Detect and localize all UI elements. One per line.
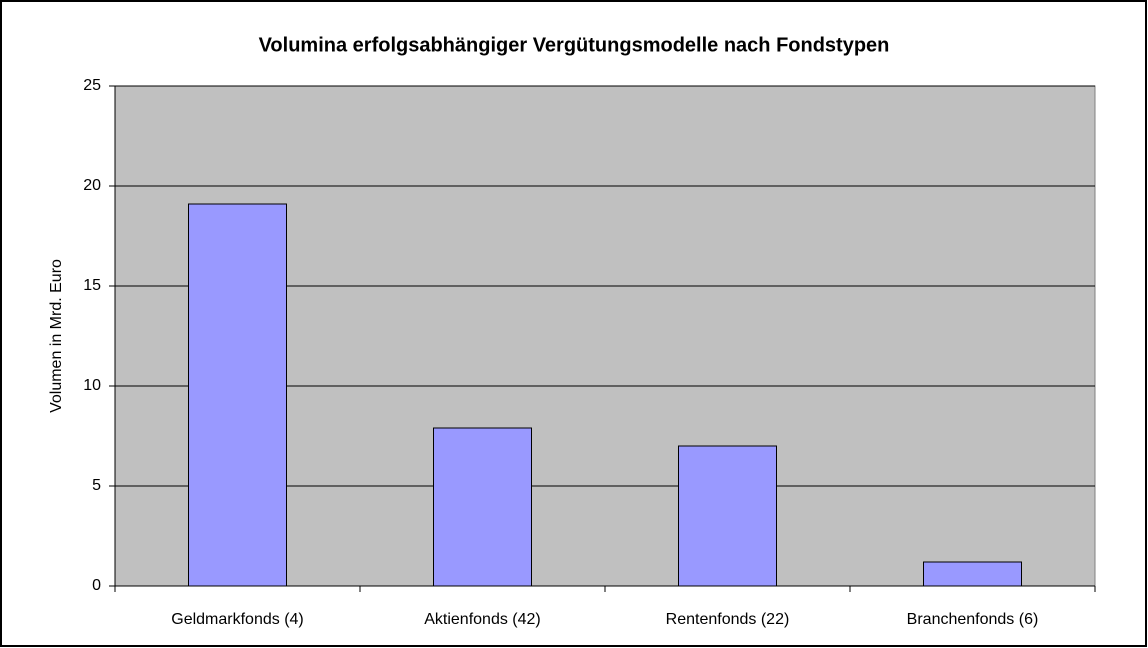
y-tick-label: 20 bbox=[83, 177, 101, 194]
bar bbox=[678, 445, 777, 587]
y-axis-label: Volumen in Mrd. Euro bbox=[48, 259, 65, 413]
x-tick-label: Aktienfonds (42) bbox=[424, 611, 541, 628]
bar bbox=[923, 561, 1022, 587]
y-tick-label: 5 bbox=[92, 477, 101, 494]
x-tick-label: Branchenfonds (6) bbox=[907, 611, 1039, 628]
x-tick-label: Rentenfonds (22) bbox=[666, 611, 790, 628]
bar bbox=[188, 203, 287, 587]
x-tick-label: Geldmarkfonds (4) bbox=[171, 611, 304, 628]
y-tick-label: 25 bbox=[83, 77, 101, 94]
y-tick-label: 15 bbox=[83, 277, 101, 294]
bar bbox=[433, 427, 532, 587]
y-tick-label: 0 bbox=[92, 577, 101, 594]
chart-title: Volumina erfolgsabhängiger Vergütungsmod… bbox=[259, 34, 890, 56]
y-tick-label: 10 bbox=[83, 377, 101, 394]
